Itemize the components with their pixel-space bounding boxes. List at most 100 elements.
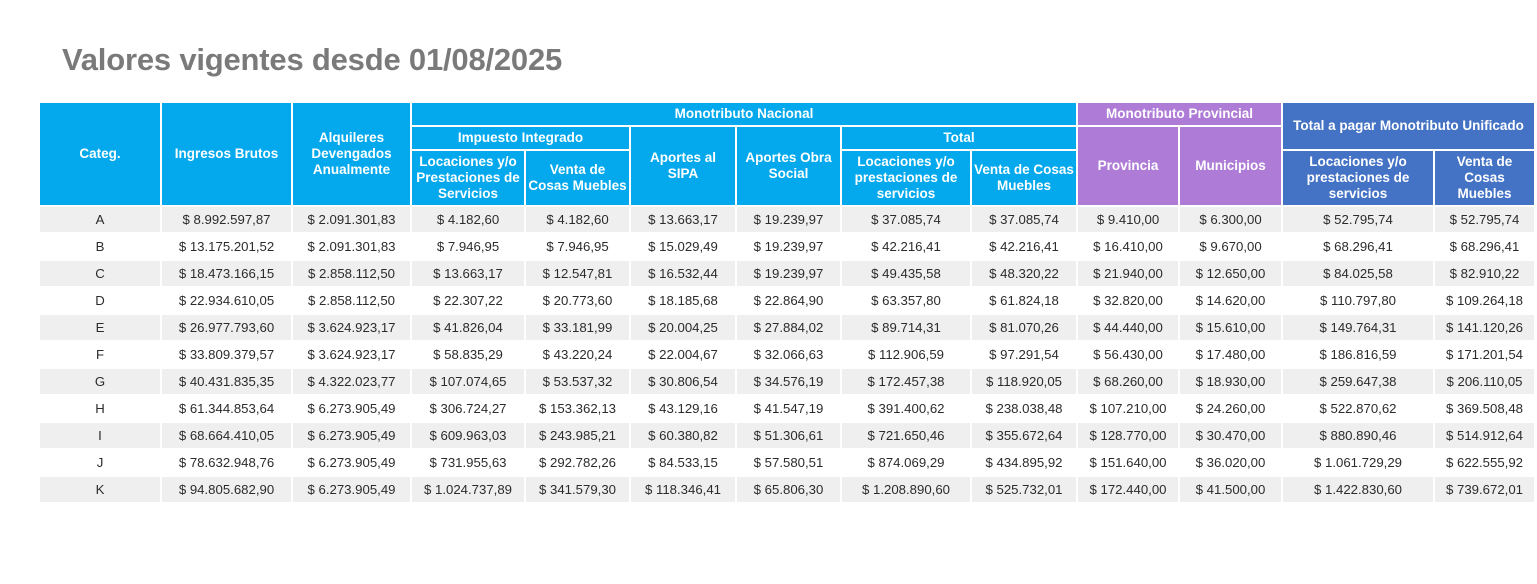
cell-provincia: $ 68.260,00 — [1078, 368, 1178, 394]
cell-sipa: $ 15.029,49 — [631, 233, 735, 259]
th-unificado-venta-cosas-muebles: Venta de Cosas Muebles — [1435, 150, 1534, 205]
table-head: Categ. Ingresos Brutos Alquileres Deveng… — [40, 103, 1534, 205]
cell-tot-venta: $ 61.824,18 — [972, 287, 1076, 313]
cell-tot-locaciones: $ 1.208.890,60 — [842, 476, 970, 502]
th-total-venta-cosas-muebles: Venta de Cosas Muebles — [972, 150, 1076, 205]
cell-uni-venta: $ 171.201,54 — [1435, 341, 1534, 367]
cell-ingresos-brutos: $ 94.805.682,90 — [162, 476, 291, 502]
table-row: E $ 26.977.793,60 $ 3.624.923,17 $ 41.826,0… — [40, 314, 1534, 340]
cell-sipa: $ 84.533,15 — [631, 449, 735, 475]
cell-uni-locaciones: $ 68.296,41 — [1283, 233, 1433, 259]
cell-municipios: $ 15.610,00 — [1180, 314, 1281, 340]
cell-alquileres: $ 2.858.112,50 — [293, 260, 410, 286]
cell-tot-locaciones: $ 874.069,29 — [842, 449, 970, 475]
header-row-2: Impuesto Integrado Aportes al SIPA Aport… — [40, 126, 1534, 205]
cell-uni-locaciones: $ 186.816,59 — [1283, 341, 1433, 367]
table-body: A $ 8.992.597,87 $ 2.091.301,83 $ 4.182,60 $… — [40, 206, 1534, 502]
cell-alquileres: $ 2.091.301,83 — [293, 233, 410, 259]
cell-ii-locaciones: $ 7.946,95 — [412, 233, 524, 259]
cell-tot-venta: $ 48.320,22 — [972, 260, 1076, 286]
th-impuesto-integrado: Impuesto Integrado — [412, 126, 629, 149]
cell-tot-venta: $ 525.732,01 — [972, 476, 1076, 502]
cell-provincia: $ 56.430,00 — [1078, 341, 1178, 367]
cell-ingresos-brutos: $ 68.664.410,05 — [162, 422, 291, 448]
cell-ii-venta: $ 43.220,24 — [526, 341, 629, 367]
header-row-3: Locaciones y/o Prestaciones de Servicios… — [40, 150, 1534, 205]
cell-categ: I — [40, 422, 160, 448]
cell-categ: D — [40, 287, 160, 313]
cell-ii-locaciones: $ 107.074,65 — [412, 368, 524, 394]
cell-provincia: $ 16.410,00 — [1078, 233, 1178, 259]
cell-provincia: $ 107.210,00 — [1078, 395, 1178, 421]
cell-uni-venta: $ 141.120,26 — [1435, 314, 1534, 340]
cell-ii-locaciones: $ 58.835,29 — [412, 341, 524, 367]
cell-alquileres: $ 6.273.905,49 — [293, 395, 410, 421]
th-aportes-sipa: Aportes al SIPA — [631, 126, 735, 205]
cell-ii-venta: $ 7.946,95 — [526, 233, 629, 259]
table-row: D $ 22.934.610,05 $ 2.858.112,50 $ 22.307,2… — [40, 287, 1534, 313]
cell-municipios: $ 18.930,00 — [1180, 368, 1281, 394]
cell-ii-venta: $ 12.547,81 — [526, 260, 629, 286]
th-monotributo-provincial: Monotributo Provincial — [1078, 103, 1281, 125]
cell-ingresos-brutos: $ 18.473.166,15 — [162, 260, 291, 286]
cell-sipa: $ 16.532,44 — [631, 260, 735, 286]
cell-municipios: $ 41.500,00 — [1180, 476, 1281, 502]
cell-ii-locaciones: $ 41.826,04 — [412, 314, 524, 340]
cell-ii-venta: $ 243.985,21 — [526, 422, 629, 448]
cell-municipios: $ 12.650,00 — [1180, 260, 1281, 286]
cell-uni-venta: $ 622.555,92 — [1435, 449, 1534, 475]
cell-ingresos-brutos: $ 33.809.379,57 — [162, 341, 291, 367]
cell-sipa: $ 13.663,17 — [631, 206, 735, 232]
cell-uni-locaciones: $ 52.795,74 — [1283, 206, 1433, 232]
cell-uni-venta: $ 514.912,64 — [1435, 422, 1534, 448]
cell-ii-venta: $ 292.782,26 — [526, 449, 629, 475]
cell-ii-venta: $ 53.537,32 — [526, 368, 629, 394]
cell-tot-locaciones: $ 391.400,62 — [842, 395, 970, 421]
cell-uni-locaciones: $ 84.025,58 — [1283, 260, 1433, 286]
cell-uni-venta: $ 369.508,48 — [1435, 395, 1534, 421]
header-row-1: Categ. Ingresos Brutos Alquileres Deveng… — [40, 103, 1534, 205]
cell-tot-locaciones: $ 172.457,38 — [842, 368, 970, 394]
cell-ii-locaciones: $ 731.955,63 — [412, 449, 524, 475]
th-ingresos-brutos: Ingresos Brutos — [162, 103, 291, 205]
cell-categ: C — [40, 260, 160, 286]
cell-obra-social: $ 65.806,30 — [737, 476, 840, 502]
cell-ingresos-brutos: $ 13.175.201,52 — [162, 233, 291, 259]
cell-municipios: $ 9.670,00 — [1180, 233, 1281, 259]
cell-uni-locaciones: $ 522.870,62 — [1283, 395, 1433, 421]
cell-ingresos-brutos: $ 26.977.793,60 — [162, 314, 291, 340]
th-aportes-obra-social: Aportes Obra Social — [737, 126, 840, 205]
table-row: A $ 8.992.597,87 $ 2.091.301,83 $ 4.182,60 $… — [40, 206, 1534, 232]
cell-municipios: $ 6.300,00 — [1180, 206, 1281, 232]
cell-uni-venta: $ 109.264,18 — [1435, 287, 1534, 313]
cell-uni-venta: $ 82.910,22 — [1435, 260, 1534, 286]
table-row: G $ 40.431.835,35 $ 4.322.023,77 $ 107.074,… — [40, 368, 1534, 394]
cell-alquileres: $ 3.624.923,17 — [293, 341, 410, 367]
cell-provincia: $ 44.440,00 — [1078, 314, 1178, 340]
cell-tot-venta: $ 434.895,92 — [972, 449, 1076, 475]
cell-alquileres: $ 4.322.023,77 — [293, 368, 410, 394]
cell-ii-locaciones: $ 1.024.737,89 — [412, 476, 524, 502]
cell-ingresos-brutos: $ 22.934.610,05 — [162, 287, 291, 313]
table-row: C $ 18.473.166,15 $ 2.858.112,50 $ 13.663,1… — [40, 260, 1534, 286]
cell-municipios: $ 30.470,00 — [1180, 422, 1281, 448]
th-municipios: Municipios — [1180, 126, 1281, 205]
cell-municipios: $ 14.620,00 — [1180, 287, 1281, 313]
cell-tot-locaciones: $ 721.650,46 — [842, 422, 970, 448]
th-ii-venta-cosas-muebles: Venta de Cosas Muebles — [526, 150, 629, 205]
th-monotributo-nacional: Monotributo Nacional — [412, 103, 1076, 125]
cell-uni-locaciones: $ 110.797,80 — [1283, 287, 1433, 313]
cell-provincia: $ 9.410,00 — [1078, 206, 1178, 232]
th-ii-locaciones: Locaciones y/o Prestaciones de Servicios — [412, 150, 524, 205]
cell-sipa: $ 20.004,25 — [631, 314, 735, 340]
monotributo-table: Categ. Ingresos Brutos Alquileres Deveng… — [38, 101, 1536, 504]
table-row: B $ 13.175.201,52 $ 2.091.301,83 $ 7.946,95… — [40, 233, 1534, 259]
cell-ingresos-brutos: $ 8.992.597,87 — [162, 206, 291, 232]
cell-municipios: $ 17.480,00 — [1180, 341, 1281, 367]
cell-sipa: $ 118.346,41 — [631, 476, 735, 502]
cell-provincia: $ 21.940,00 — [1078, 260, 1178, 286]
table-row: F $ 33.809.379,57 $ 3.624.923,17 $ 58.835,2… — [40, 341, 1534, 367]
cell-categ: F — [40, 341, 160, 367]
cell-uni-venta: $ 739.672,01 — [1435, 476, 1534, 502]
